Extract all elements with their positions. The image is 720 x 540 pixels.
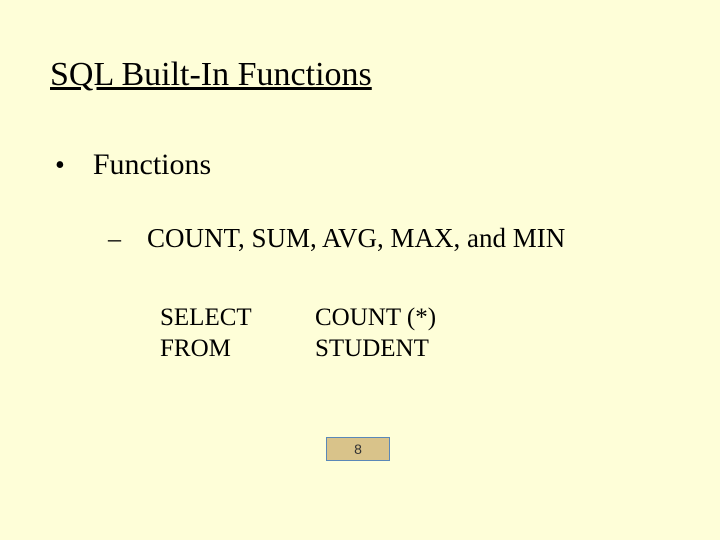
slide-title: SQL Built-In Functions <box>50 56 372 94</box>
sql-keyword: FROM <box>160 333 315 364</box>
sql-keyword: SELECT <box>160 302 315 333</box>
page-number: 8 <box>326 437 390 461</box>
subbullet-text: COUNT, SUM, AVG, MAX, and MIN <box>147 223 565 254</box>
bullet-item: • Functions <box>55 148 211 182</box>
bullet-marker: • <box>55 150 65 182</box>
sql-example: SELECTCOUNT (*) FROMSTUDENT <box>160 302 436 365</box>
sql-line-2: FROMSTUDENT <box>160 333 436 364</box>
sql-line-1: SELECTCOUNT (*) <box>160 302 436 333</box>
sql-value: COUNT (*) <box>315 304 436 331</box>
sql-value: STUDENT <box>315 335 429 362</box>
bullet-text: Functions <box>93 148 211 182</box>
subbullet-marker: – <box>108 224 121 254</box>
subbullet-item: – COUNT, SUM, AVG, MAX, and MIN <box>108 223 565 254</box>
